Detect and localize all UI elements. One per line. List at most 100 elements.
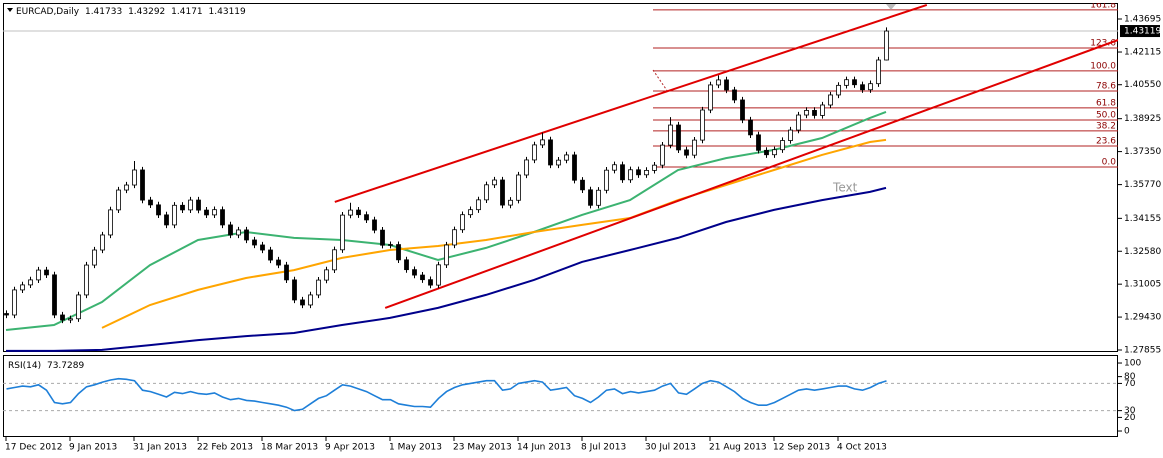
candle-body <box>580 179 585 191</box>
candle-body <box>748 119 753 136</box>
shift-marker <box>886 4 896 10</box>
candle-body <box>852 79 857 86</box>
main-panel-border <box>3 3 1118 352</box>
candle-body <box>868 83 873 91</box>
candle-body <box>788 129 793 141</box>
x-tick-label: 18 Mar 2013 <box>261 443 318 453</box>
candle-body <box>196 199 201 211</box>
candle-body <box>484 184 489 201</box>
candle-body <box>12 289 17 316</box>
candle-body <box>308 294 313 306</box>
candle-body <box>340 214 345 251</box>
candle-body <box>356 209 361 216</box>
x-tick-label: 14 Jun 2013 <box>517 443 571 453</box>
candle-body <box>692 139 697 156</box>
rsi-tick-label: 80 <box>1124 372 1136 382</box>
x-tick-label: 8 Jul 2013 <box>581 443 626 453</box>
candle-body <box>244 229 249 241</box>
y-tick-label: 1.38925 <box>1124 114 1161 124</box>
fib-label: 38.2 <box>1096 121 1116 131</box>
candle-body <box>76 294 81 320</box>
header-low: 1.4171 <box>171 7 203 17</box>
chart-header: EURCAD,Daily 1.41733 1.43292 1.4171 1.43… <box>16 7 246 17</box>
candle-body <box>524 159 529 176</box>
candle-body <box>516 174 521 201</box>
x-tick-label: 22 Feb 2013 <box>197 443 253 453</box>
candle-body <box>364 214 369 221</box>
candle-body <box>204 209 209 216</box>
candle-body <box>428 279 433 286</box>
x-tick-label: 1 May 2013 <box>389 443 442 453</box>
candle-body <box>252 239 257 246</box>
candle-body <box>644 169 649 176</box>
candle-body <box>548 139 553 166</box>
y-tick-label: 1.37350 <box>1124 147 1161 157</box>
candle-body <box>412 269 417 276</box>
candle-body <box>564 154 569 161</box>
y-tick-label: 1.27855 <box>1124 345 1161 355</box>
candle-body <box>44 269 49 276</box>
candle-body <box>740 99 745 121</box>
candle-body <box>28 279 33 286</box>
candle-body <box>588 189 593 206</box>
candle-body <box>700 109 705 141</box>
fib-label: 0.0 <box>1102 158 1117 168</box>
candle-body <box>220 209 225 226</box>
candle-body <box>396 244 401 261</box>
symbol: EURCAD,Daily <box>16 7 80 17</box>
header-high: 1.43292 <box>128 7 165 17</box>
fib-label: 78.6 <box>1096 81 1116 91</box>
candle-body <box>452 229 457 246</box>
candle-body <box>52 274 57 316</box>
x-tick-label: 9 Apr 2013 <box>325 443 375 453</box>
fib-label: 161.8 <box>1090 0 1116 10</box>
rsi-tick-label: 70 <box>1124 379 1136 389</box>
candle-body <box>676 124 681 151</box>
candle-body <box>684 149 689 156</box>
candle-body <box>284 264 289 281</box>
axes: 1.43695 1.42115 1.40550 1.38925 1.37350 1.357… <box>5 15 1161 453</box>
candle-body <box>860 84 865 91</box>
candle-body <box>420 274 425 281</box>
candle-body <box>804 110 809 116</box>
fib-base <box>652 69 669 93</box>
moving-average <box>101 138 887 329</box>
candle-body <box>116 189 121 211</box>
candle-body <box>540 139 545 146</box>
candle-body <box>796 114 801 131</box>
y-tick-label: 1.35770 <box>1124 180 1161 190</box>
y-tick-label: 1.31005 <box>1124 280 1161 290</box>
header-open: 1.41733 <box>85 7 122 17</box>
candle-body <box>828 94 833 106</box>
candle-body <box>164 214 169 226</box>
rsi-header: RSI(14) 73.7289 <box>8 361 84 371</box>
trend-line <box>384 39 1118 309</box>
fib-label: 100.0 <box>1090 61 1116 71</box>
candle-body <box>108 209 113 236</box>
menu-triangle[interactable] <box>7 8 13 12</box>
candle-body <box>292 279 297 301</box>
rsi-tick-label: 0 <box>1124 427 1130 437</box>
candle-body <box>756 134 761 151</box>
candle-body <box>372 219 377 231</box>
candle-body <box>132 169 137 186</box>
candle-body <box>300 299 305 306</box>
candle-body <box>124 184 129 191</box>
candle-body <box>772 149 777 156</box>
candle-body <box>404 259 409 271</box>
candle-body <box>100 234 105 251</box>
rsi-name: RSI(14) <box>8 361 41 371</box>
annotation: Text <box>832 180 858 194</box>
candle-body <box>4 313 9 316</box>
candle-body <box>324 269 329 281</box>
candle-body <box>180 204 185 211</box>
rsi-plot <box>3 377 1118 412</box>
candle-body <box>660 144 665 166</box>
candle-body <box>36 269 41 281</box>
y-tick-label: 1.34155 <box>1124 214 1161 224</box>
candle-body <box>636 169 641 176</box>
y-tick-label: 1.40550 <box>1124 80 1161 90</box>
trend-line <box>334 3 928 203</box>
